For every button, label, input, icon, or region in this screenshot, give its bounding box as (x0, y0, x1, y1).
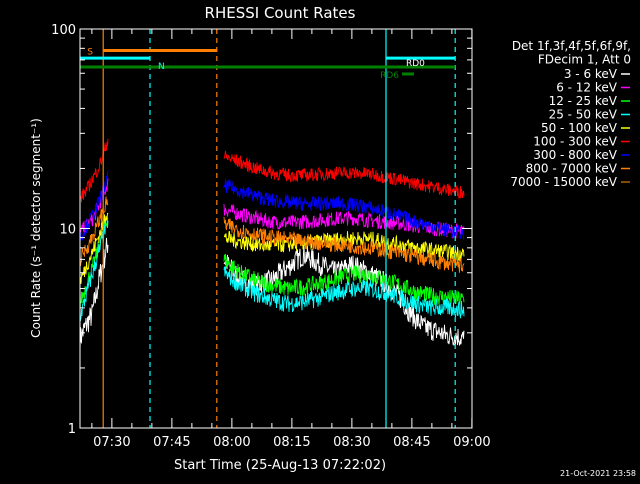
y-axis-label: Count Rate (s⁻¹ detector segment⁻¹) (29, 118, 43, 338)
legend-label-7: 800 - 7000 keV (526, 162, 618, 176)
x-axis-label: Start Time (25-Aug-13 07:22:02) (174, 458, 386, 473)
annotation-label-N: N (158, 62, 165, 72)
chart-title: RHESSI Count Rates (205, 4, 356, 22)
x-tick-label: 08:15 (273, 435, 310, 450)
legend-header-line: Det 1f,3f,4f,5f,6f,9f, (512, 39, 631, 53)
legend-label-2: 12 - 25 keV (549, 94, 618, 108)
series-trace-2-1 (223, 253, 465, 305)
render-timestamp: 21-Oct-2021 23:58 (560, 469, 636, 478)
legend-label-1: 6 - 12 keV (556, 81, 618, 95)
legend-label-8: 7000 - 15000 keV (510, 175, 617, 189)
annotation-label-S: S (87, 48, 93, 58)
x-tick-label: 07:30 (93, 435, 130, 450)
annotation-label-RD6: RD6 (380, 71, 399, 81)
y-tick-label: 100 (51, 23, 76, 38)
plot-overlays: S N RD0 RD6 (80, 29, 456, 428)
annotation-label-RD0: RD0 (406, 59, 425, 69)
x-tick-label: 07:45 (153, 435, 190, 450)
series-trace-7-1 (223, 216, 465, 273)
legend-label-4: 50 - 100 keV (541, 121, 618, 135)
x-tick-label: 08:45 (393, 435, 430, 450)
legend-header-line: FDecim 1, Att 0 (538, 53, 631, 67)
plot-axes: 1 10 100 07:30 07:45 08:00 08:15 08:30 08:45 09:0… (51, 23, 490, 450)
series-trace-3-1 (223, 266, 465, 319)
legend-label-0: 3 - 6 keV (564, 67, 618, 81)
legend-label-6: 300 - 800 keV (533, 148, 617, 162)
x-tick-label: 09:00 (453, 435, 490, 450)
legend-label-5: 100 - 300 keV (533, 135, 617, 149)
x-tick-label: 08:00 (213, 435, 250, 450)
legend: Det 1f,3f,4f,5f,6f,9f,FDecim 1, Att 03 -… (510, 39, 631, 189)
series-trace-6-1 (223, 178, 465, 240)
series-trace-5-1 (223, 150, 465, 200)
y-tick-label: 10 (59, 223, 76, 238)
legend-label-3: 25 - 50 keV (549, 108, 618, 122)
y-tick-label: 1 (68, 422, 76, 437)
x-tick-label: 08:30 (333, 435, 370, 450)
